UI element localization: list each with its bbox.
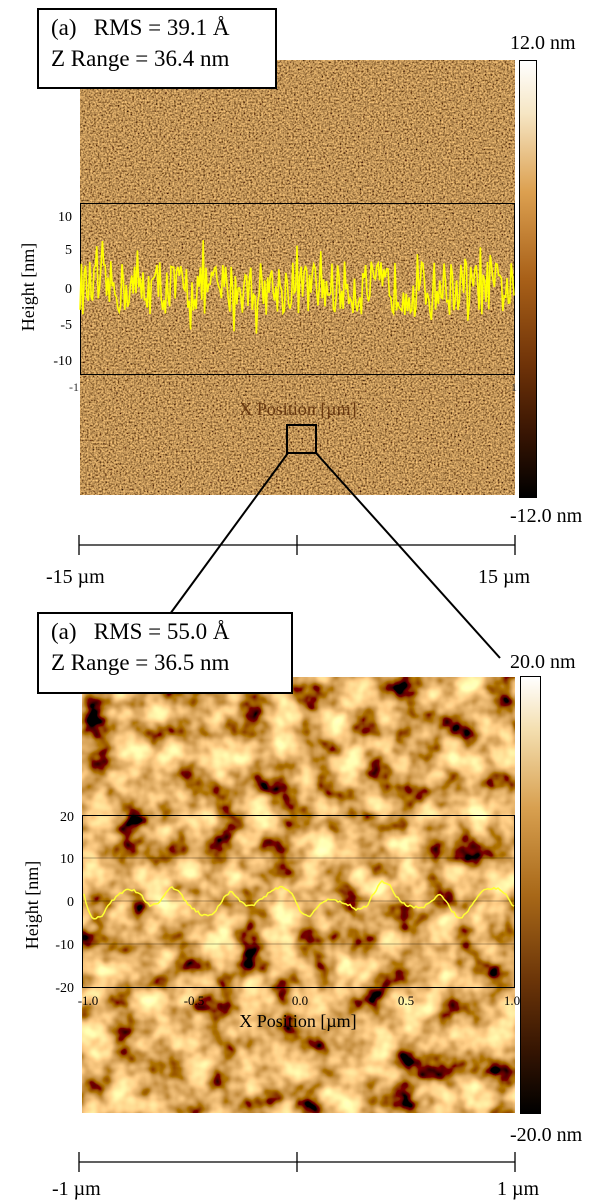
zoom-connector-lines <box>169 452 501 659</box>
xtick-bottom-2: 0.0 <box>292 993 308 1008</box>
rms-value-top: RMS = 39.1 Å <box>93 15 230 40</box>
scale-left-top: -15 µm <box>46 566 105 588</box>
scale-right-top: 15 µm <box>478 566 531 588</box>
ytick-top-3: -5 <box>60 318 72 333</box>
zoom-region-box <box>286 424 317 454</box>
profile-plot-top: 10 5 0 -5 -10 Height [nm] -1 1 X Positio… <box>18 210 517 419</box>
ytick-top-1: 5 <box>65 243 72 258</box>
xtick-bottom-0: -1.0 <box>78 993 99 1008</box>
colorbar-min-bottom: -20.0 nm <box>510 1124 583 1146</box>
xtick-bottom-3: 0.5 <box>398 993 414 1008</box>
colorbar-bottom <box>520 676 541 1114</box>
ytick-bottom-4: -20 <box>55 981 74 996</box>
xtick-bottom-1: -0.5 <box>184 993 205 1008</box>
scale-left-bottom: -1 µm <box>52 1178 101 1200</box>
rms-line-bottom: (a) RMS = 55.0 Å <box>51 616 281 647</box>
xtick-top-left: -1 <box>69 380 79 394</box>
xlabel-bottom: X Position [µm] <box>239 1011 356 1031</box>
zrange-value-bottom: Z Range = 36.5 nm <box>51 650 230 675</box>
xtick-bottom-4: 1.0 <box>504 993 520 1008</box>
label-box-bottom: (a) RMS = 55.0 Å Z Range = 36.5 nm <box>37 612 293 694</box>
label-box-top: (a) RMS = 39.1 Å Z Range = 36.4 nm <box>37 8 277 89</box>
zrange-value-top: Z Range = 36.4 nm <box>51 46 230 71</box>
scale-bar-top <box>78 535 516 555</box>
afm-image-bottom <box>82 677 515 1113</box>
rms-line-top: (a) RMS = 39.1 Å <box>51 12 265 43</box>
colorbar-min-top: -12.0 nm <box>510 505 583 527</box>
profile-plot-bottom: 20 10 0 -10 -20 Height [nm] -1.0 -0.5 0.… <box>22 810 520 1031</box>
colorbar-max-bottom: 20.0 nm <box>510 651 576 673</box>
ytick-top-4: -10 <box>53 354 72 369</box>
profile-frame-bottom <box>82 815 515 988</box>
scale-right-bottom: 1 µm <box>497 1178 540 1200</box>
ytick-bottom-3: -10 <box>55 938 74 953</box>
colorbar-max-top: 12.0 nm <box>510 32 576 54</box>
ylabel-top: Height [nm] <box>18 243 38 331</box>
scale-bar-bottom <box>78 1152 516 1172</box>
ytick-top-2: 0 <box>65 282 72 297</box>
xlabel-top: X Position [µm] <box>239 399 356 419</box>
ytick-bottom-2: 0 <box>67 895 74 910</box>
ytick-top-0: 10 <box>58 210 72 225</box>
ylabel-bottom: Height [nm] <box>22 861 42 949</box>
ytick-bottom-0: 20 <box>60 810 74 825</box>
rms-value-bottom: RMS = 55.0 Å <box>93 619 230 644</box>
profile-line-top <box>79 240 515 334</box>
panel-letter-top: (a) <box>51 15 77 40</box>
colorbar-top <box>519 60 537 498</box>
ytick-bottom-1: 10 <box>60 852 74 867</box>
profile-line-bottom <box>83 879 515 920</box>
panel-letter-bottom: (a) <box>51 619 77 644</box>
xtick-top-right: 1 <box>511 380 517 394</box>
